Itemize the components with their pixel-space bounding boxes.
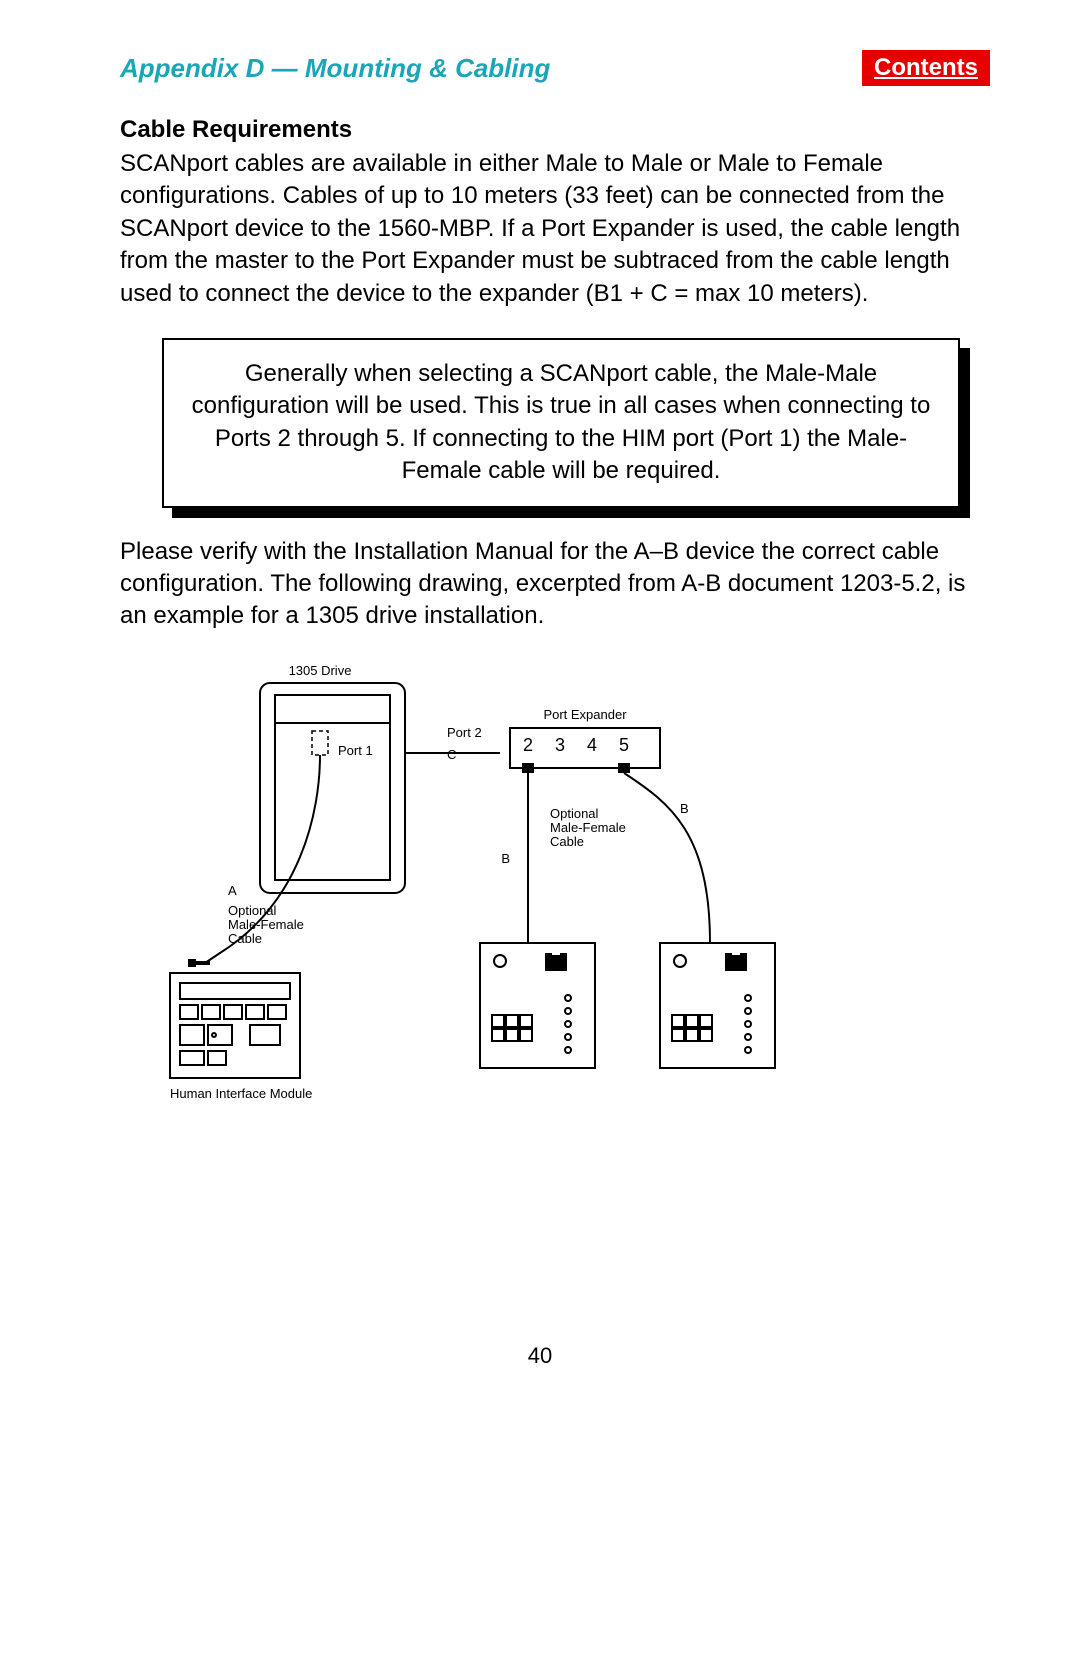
svg-text:Male-Female: Male-Female: [228, 917, 304, 932]
svg-text:Male-Female: Male-Female: [550, 820, 626, 835]
svg-text:Cable: Cable: [228, 931, 262, 946]
svg-text:C: C: [447, 747, 456, 762]
svg-text:Port 1: Port 1: [338, 743, 373, 758]
svg-text:5: 5: [619, 735, 629, 755]
note-text: Generally when selecting a SCANport cabl…: [162, 338, 960, 508]
appendix-title: Appendix D — Mounting & Cabling: [120, 53, 550, 84]
svg-text:B: B: [501, 851, 510, 866]
svg-text:B: B: [680, 801, 689, 816]
svg-text:Cable: Cable: [550, 834, 584, 849]
page-number: 40: [528, 1343, 552, 1369]
svg-text:Port Expander: Port Expander: [543, 707, 627, 722]
svg-text:4: 4: [587, 735, 597, 755]
body-paragraph-2: Please verify with the Installation Manu…: [120, 536, 990, 633]
svg-text:3: 3: [555, 735, 565, 755]
svg-text:Optional: Optional: [228, 903, 277, 918]
section-heading: Cable Requirements: [120, 116, 990, 144]
svg-text:Port 2: Port 2: [447, 725, 482, 740]
page-header: Appendix D — Mounting & Cabling Contents: [120, 50, 990, 86]
svg-text:Human Interface Module: Human Interface Module: [170, 1086, 312, 1101]
body-paragraph-1: SCANport cables are available in either …: [120, 148, 990, 310]
svg-text:A: A: [228, 883, 237, 898]
svg-text:Optional: Optional: [550, 806, 599, 821]
svg-text:1305 Drive: 1305 Drive: [289, 663, 352, 678]
contents-link[interactable]: Contents: [862, 50, 990, 86]
wiring-diagram: 1305 Drive Port 1 Port 2 C Port Expander 2 3 4 5…: [150, 663, 870, 1123]
note-callout: Generally when selecting a SCANport cabl…: [162, 338, 960, 508]
svg-text:2: 2: [523, 735, 533, 755]
